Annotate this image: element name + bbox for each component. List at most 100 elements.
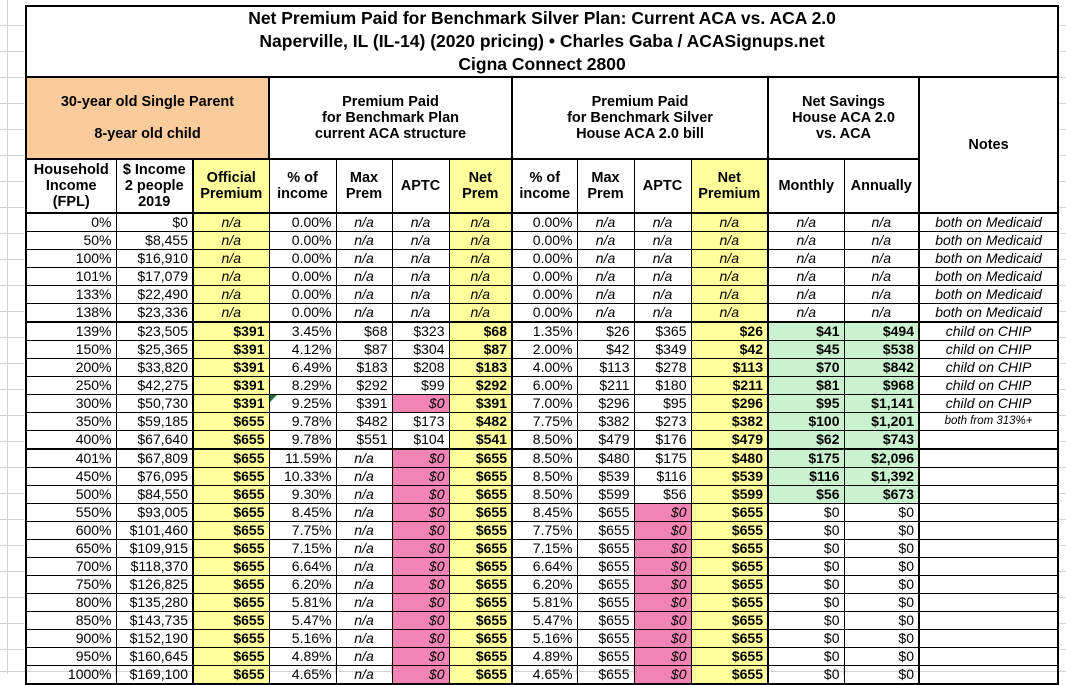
cell-401-max1[interactable]: n/a [335,448,393,468]
cell-300-note[interactable]: child on CHIP [918,394,1059,413]
cell-750-net1[interactable]: $655 [448,575,513,594]
cell-500-pct1[interactable]: 9.30% [268,485,337,504]
cell-650-max2[interactable]: $655 [576,539,635,558]
cell-750-annually[interactable]: $0 [843,575,920,594]
cell-700-net1[interactable]: $655 [448,557,513,576]
cell-450-max1[interactable]: n/a [335,467,393,486]
cell-50-official[interactable]: n/a [192,231,270,250]
cell-350-income[interactable]: $59,185 [115,412,194,431]
cell-700-income[interactable]: $118,370 [115,557,194,576]
cell-850-annually[interactable]: $0 [843,611,920,630]
cell-200-pct2[interactable]: 4.00% [511,358,578,377]
cell-101-max1[interactable]: n/a [335,267,393,286]
cell-1000-max2[interactable]: $655 [576,665,635,685]
cell-1000-annually[interactable]: $0 [843,665,920,685]
cell-750-aptc1[interactable]: $0 [391,575,450,594]
cell-200-net2[interactable]: $113 [690,358,769,377]
col-header-pct-income-aca[interactable]: % of income [268,158,337,214]
cell-100-monthly[interactable]: n/a [767,249,845,268]
cell-0-official[interactable]: n/a [192,212,270,232]
cell-100-fpl[interactable]: 100% [25,249,117,268]
cell-150-income[interactable]: $25,365 [115,340,194,359]
cell-200-note[interactable]: child on CHIP [918,358,1059,377]
cell-400-net2[interactable]: $479 [690,430,769,450]
cell-900-note[interactable] [918,629,1059,648]
cell-350-note[interactable]: both from 313%+ [918,412,1059,431]
cell-950-pct1[interactable]: 4.89% [268,647,337,666]
group-header-aca2-bill[interactable]: Premium Paid for Benchmark Silver House … [511,76,769,160]
cell-900-net1[interactable]: $655 [448,629,513,648]
cell-950-aptc2[interactable]: $0 [633,647,692,666]
cell-650-pct1[interactable]: 7.15% [268,539,337,558]
cell-500-note[interactable] [918,485,1059,504]
cell-139-official[interactable]: $391 [192,321,270,341]
cell-150-net1[interactable]: $87 [448,340,513,359]
cell-350-fpl[interactable]: 350% [25,412,117,431]
cell-500-max2[interactable]: $599 [576,485,635,504]
col-header-monthly-savings[interactable]: Monthly [767,158,845,214]
cell-0-fpl[interactable]: 0% [25,212,117,232]
cell-850-note[interactable] [918,611,1059,630]
cell-350-aptc1[interactable]: $173 [391,412,450,431]
cell-550-max1[interactable]: n/a [335,503,393,522]
cell-450-official[interactable]: $655 [192,467,270,486]
cell-450-aptc2[interactable]: $116 [633,467,692,486]
cell-100-aptc1[interactable]: n/a [391,249,450,268]
cell-200-aptc1[interactable]: $208 [391,358,450,377]
cell-800-pct1[interactable]: 5.81% [268,593,337,612]
cell-401-net1[interactable]: $655 [448,448,513,468]
cell-600-aptc2[interactable]: $0 [633,521,692,540]
cell-50-max2[interactable]: n/a [576,231,635,250]
cell-300-fpl[interactable]: 300% [25,394,117,413]
cell-401-aptc2[interactable]: $175 [633,448,692,468]
cell-650-max1[interactable]: n/a [335,539,393,558]
cell-900-net2[interactable]: $655 [690,629,769,648]
cell-400-aptc1[interactable]: $104 [391,430,450,450]
cell-0-note[interactable]: both on Medicaid [918,212,1059,232]
cell-250-pct1[interactable]: 8.29% [268,376,337,395]
cell-50-aptc1[interactable]: n/a [391,231,450,250]
cell-0-pct1[interactable]: 0.00% [268,212,337,232]
cell-900-fpl[interactable]: 900% [25,629,117,648]
cell-450-pct2[interactable]: 8.50% [511,467,578,486]
cell-101-aptc1[interactable]: n/a [391,267,450,286]
cell-800-income[interactable]: $135,280 [115,593,194,612]
cell-250-income[interactable]: $42,275 [115,376,194,395]
cell-101-income[interactable]: $17,079 [115,267,194,286]
cell-900-pct2[interactable]: 5.16% [511,629,578,648]
cell-133-monthly[interactable]: n/a [767,285,845,304]
cell-100-annually[interactable]: n/a [843,249,920,268]
cell-1000-net1[interactable]: $655 [448,665,513,685]
cell-0-aptc1[interactable]: n/a [391,212,450,232]
cell-100-aptc2[interactable]: n/a [633,249,692,268]
cell-200-fpl[interactable]: 200% [25,358,117,377]
cell-800-max1[interactable]: n/a [335,593,393,612]
cell-150-official[interactable]: $391 [192,340,270,359]
cell-0-aptc2[interactable]: n/a [633,212,692,232]
cell-400-net1[interactable]: $541 [448,430,513,450]
cell-900-income[interactable]: $152,190 [115,629,194,648]
cell-400-max2[interactable]: $479 [576,430,635,450]
cell-700-official[interactable]: $655 [192,557,270,576]
cell-401-official[interactable]: $655 [192,448,270,468]
cell-800-official[interactable]: $655 [192,593,270,612]
col-header-max-prem-aca2[interactable]: Max Prem [576,158,635,214]
cell-133-official[interactable]: n/a [192,285,270,304]
cell-600-pct1[interactable]: 7.75% [268,521,337,540]
cell-138-fpl[interactable]: 138% [25,303,117,323]
cell-133-fpl[interactable]: 133% [25,285,117,304]
cell-101-monthly[interactable]: n/a [767,267,845,286]
cell-850-income[interactable]: $143,735 [115,611,194,630]
cell-600-monthly[interactable]: $0 [767,521,845,540]
cell-150-pct1[interactable]: 4.12% [268,340,337,359]
cell-950-max2[interactable]: $655 [576,647,635,666]
cell-50-income[interactable]: $8,455 [115,231,194,250]
cell-550-fpl[interactable]: 550% [25,503,117,522]
cell-400-max1[interactable]: $551 [335,430,393,450]
cell-950-note[interactable] [918,647,1059,666]
cell-138-net1[interactable]: n/a [448,303,513,323]
cell-700-pct2[interactable]: 6.64% [511,557,578,576]
col-header-aptc-aca[interactable]: APTC [391,158,450,214]
cell-700-max1[interactable]: n/a [335,557,393,576]
cell-350-net1[interactable]: $482 [448,412,513,431]
